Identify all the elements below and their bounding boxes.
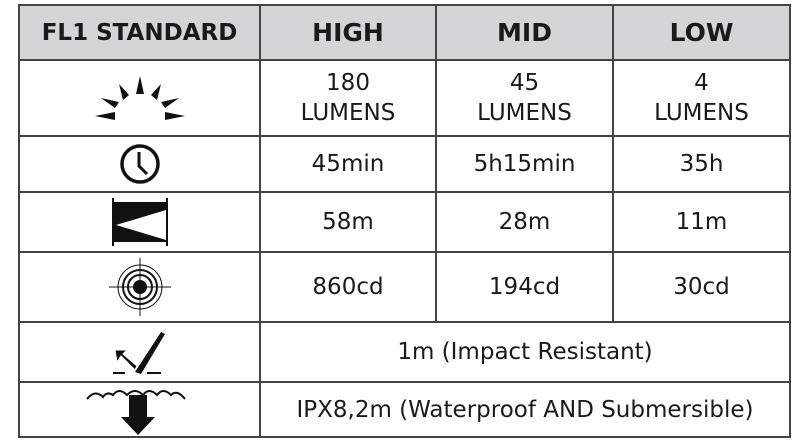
- row-intensity: 860cd 194cd 30cd: [18, 251, 791, 323]
- row-light-output: 180 LUMENS 45 LUMENS 4 LUMENS: [18, 59, 791, 137]
- runtime-mid: 5h15min: [435, 135, 614, 193]
- impact-resistance-icon: [18, 321, 261, 383]
- header-mid: MID: [435, 4, 614, 61]
- target-intensity-icon: [18, 251, 261, 323]
- intensity-high: 860cd: [259, 251, 437, 323]
- clock-icon: [18, 135, 261, 193]
- intensity-low: 30cd: [612, 251, 791, 323]
- distance-high: 58m: [259, 191, 437, 253]
- distance-low: 11m: [612, 191, 791, 253]
- header-low: LOW: [612, 4, 791, 61]
- light-output-icon: [18, 59, 261, 137]
- header-row: FL1 STANDARD HIGH MID LOW: [18, 4, 791, 61]
- beam-distance-icon: [18, 191, 261, 253]
- row-waterproof: IPX8,2m (Waterproof AND Submersible): [18, 381, 791, 438]
- runtime-low: 35h: [612, 135, 791, 193]
- lumens-low: 4 LUMENS: [612, 59, 791, 137]
- waterproof-icon: [18, 381, 261, 438]
- waterproof-value: IPX8,2m (Waterproof AND Submersible): [259, 381, 791, 438]
- distance-mid: 28m: [435, 191, 614, 253]
- lumens-mid: 45 LUMENS: [435, 59, 614, 137]
- intensity-mid: 194cd: [435, 251, 614, 323]
- runtime-high: 45min: [259, 135, 437, 193]
- header-spec: FL1 STANDARD: [18, 4, 261, 61]
- row-impact: 1m (Impact Resistant): [18, 321, 791, 383]
- row-beam-distance: 58m 28m 11m: [18, 191, 791, 253]
- fl1-spec-table: FL1 STANDARD HIGH MID LOW 180 LUMENS 45 LU…: [18, 4, 791, 438]
- lumens-high: 180 LUMENS: [259, 59, 437, 137]
- header-high: HIGH: [259, 4, 437, 61]
- row-runtime: 45min 5h15min 35h: [18, 135, 791, 193]
- impact-value: 1m (Impact Resistant): [259, 321, 791, 383]
